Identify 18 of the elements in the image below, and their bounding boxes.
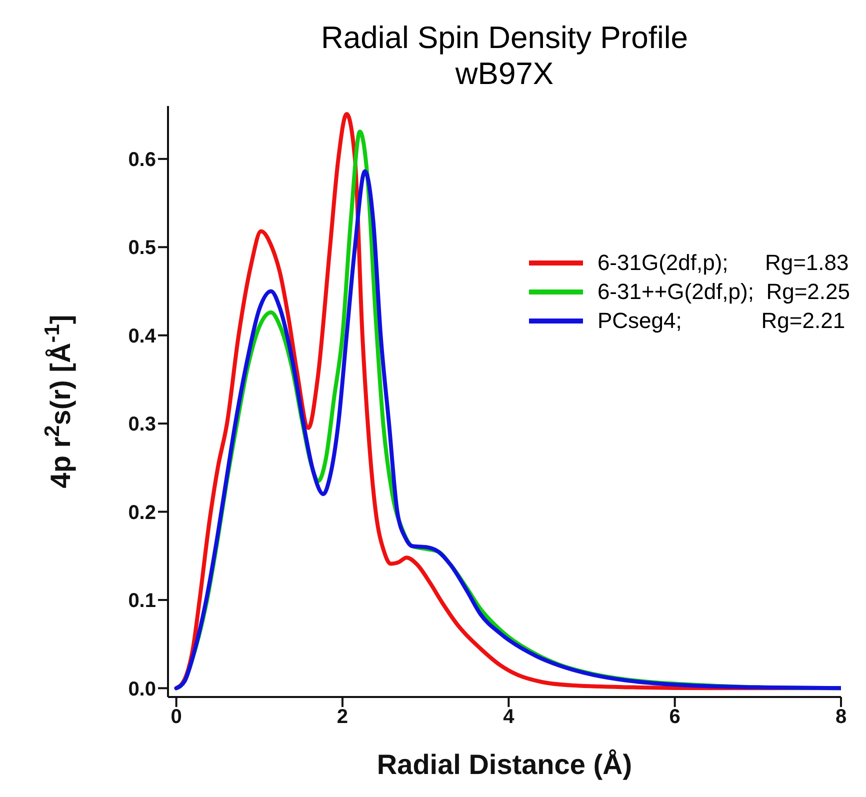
y-tick-label: 0.4 bbox=[128, 325, 157, 348]
x-tick-label: 8 bbox=[835, 706, 847, 728]
x-tick-label: 2 bbox=[336, 706, 348, 728]
legend-label: 6-31G(2df,p); Rg=1.83 bbox=[597, 249, 849, 277]
y-tick-label: 0.3 bbox=[128, 414, 156, 436]
x-tick-label: 0 bbox=[170, 706, 182, 728]
y-tick-label: 0.0 bbox=[128, 678, 156, 700]
y-tick-label: 0.1 bbox=[128, 590, 156, 612]
chart-subtitle: wB97X bbox=[454, 56, 555, 92]
y-tick-label: 0.2 bbox=[128, 502, 156, 524]
legend-label: 6-31++G(2df,p); Rg=2.25 bbox=[597, 278, 850, 306]
legend-label: PCseg4; Rg=2.21 bbox=[597, 307, 846, 335]
y-tick-label: 0.5 bbox=[128, 237, 156, 260]
x-tick-label: 4 bbox=[503, 706, 516, 728]
x-axis-title: Radial Distance (Å) bbox=[376, 749, 632, 780]
y-tick-label: 0.6 bbox=[128, 149, 156, 172]
x-tick-label: 6 bbox=[669, 706, 680, 728]
chart-title: Radial Spin Density Profile bbox=[320, 20, 689, 56]
